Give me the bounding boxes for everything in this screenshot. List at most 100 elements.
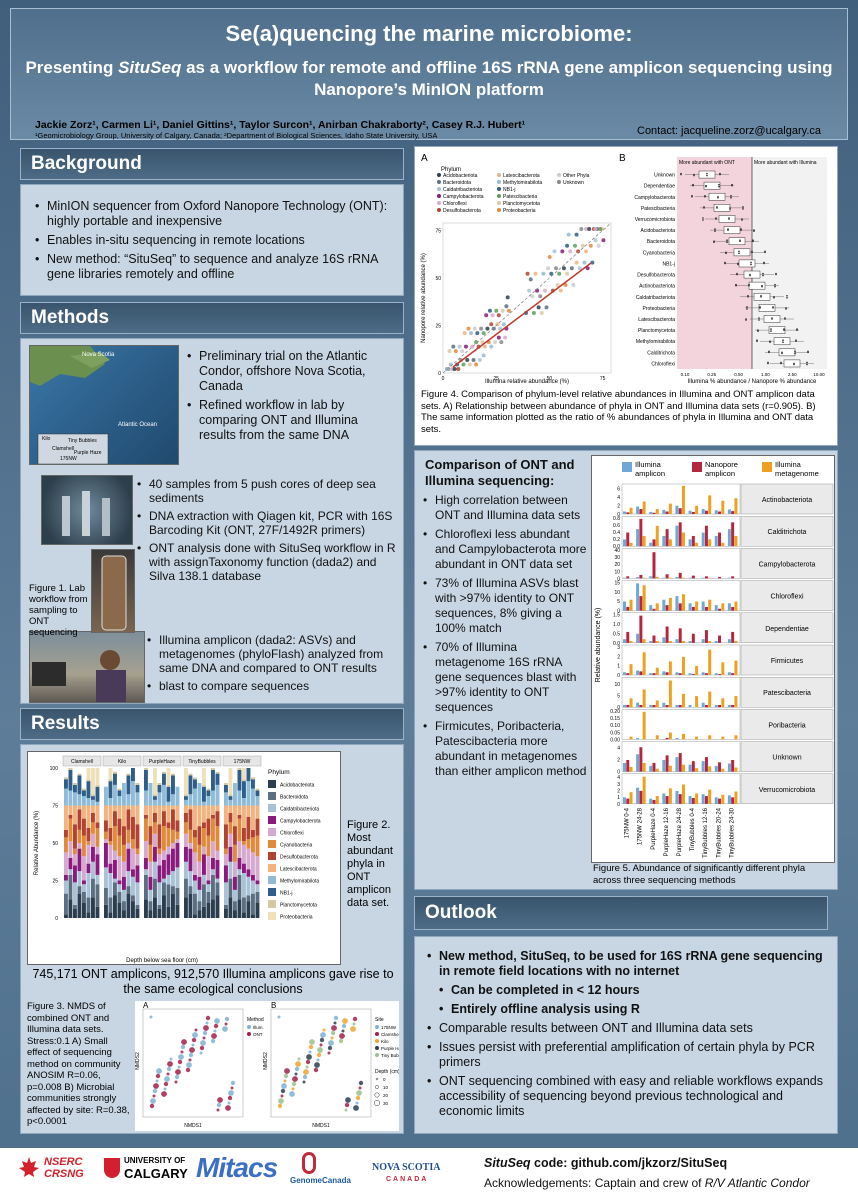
fig5-bar [668,539,672,547]
fig2-ylabel: Relative Abundance (%) [34,811,40,875]
fig2-bar-segment [246,816,251,840]
fig4b-point [736,273,738,276]
fig3-point [294,1072,298,1076]
fig2-bar-segment [202,874,206,885]
fig5-bar [691,575,695,579]
fig5-ytick: 4 [617,775,620,781]
fig2-bar-segment [135,824,140,849]
fig2-bar-segment [211,790,215,806]
fig2-bar-segment [215,784,220,806]
fig5-bar [662,760,666,772]
figure5-svg: IlluminaampliconNanoporeampliconIllumina… [595,460,834,858]
fig2-bar-segment [117,818,122,836]
fig3-point [210,1038,216,1044]
fig4b-point [770,328,772,330]
fig2-legend-swatch [268,852,276,860]
fig2-bar-segment [157,882,162,905]
fig4a-point [465,358,470,363]
fig2-bar-segment [77,809,82,830]
fig4b-point [757,330,759,332]
fig5-bar [678,673,682,675]
fig2-bar-segment [171,809,175,830]
fig2-bar-segment [237,768,242,770]
fig2-facet-strip [222,755,262,767]
fig5-bar [642,762,646,772]
comparison-heading: Comparison of ONT and Illumina sequencin… [425,457,575,488]
fig2-bar-segment [122,876,126,890]
outlook-item-text: Issues persist with preferential amplifi… [439,1040,815,1069]
fig2-bar-segment [228,878,233,898]
fig2-bar-segment [95,805,100,823]
fig2-bar-segment [171,893,175,918]
fig5-bar [642,711,646,740]
list-item: High correlation between ONT and Illumin… [423,493,589,523]
fig3-depth-title: Depth (cm) [375,1069,399,1075]
fig3-depth-label: 10 [383,1085,389,1090]
fig5-bar [623,577,626,579]
fig2-bar-segment [104,786,108,806]
fig5-bar [727,603,731,611]
contact-email[interactable]: Contact: jacqueline.zorz@ucalgary.ca [637,125,821,137]
list-item: MinION sequencer from Oxford Nanopore Te… [35,199,391,229]
fig4-legend-swatch [437,208,441,212]
fig5-bar [629,542,633,547]
fig5-bar [662,535,666,547]
fig5-bar [629,599,633,611]
fig2-facet-strip [182,755,222,767]
fig2-bar-segment [246,848,251,870]
fig3-legend-swatch [375,1032,379,1036]
fig4b-box [708,192,726,201]
fig2-bar-segment [86,781,91,798]
fig2-bar-segment [171,773,175,776]
fig2-bar-segment [242,863,246,873]
fig2-bar-segment [242,841,246,845]
fig4a-point [579,227,584,231]
fig3-depth-label: 30 [383,1101,389,1106]
figure3-svg: A NMDS1 NMDS2 Method Illum. ONT B NMDS1 NMDS2 Sit… [135,1001,399,1129]
list-item: 73% of Illumina ASVs blast with >97% ide… [423,576,589,636]
fig4a-point [474,362,479,367]
fig5-bar [734,640,738,643]
fig4a-point [596,243,601,248]
fig2-bar-segment [95,884,100,907]
fig2-bar-segment [77,871,82,887]
fig5-bar [642,689,646,708]
fig5-panel-frame [621,676,741,708]
fig2-bar-segment [162,895,166,918]
fig2-bar-segment [171,829,175,843]
fig2-bar-segment [202,805,206,823]
fig3-point [303,1069,309,1075]
fig3-point [186,1062,192,1068]
outlook-item: Comparable results between ONT and Illum… [427,1021,829,1036]
fig4b-row-label: Verrucomicrobiota [635,217,676,223]
fig2-site-label: Clamshell [71,759,93,765]
fig2-bar-segment [237,805,242,815]
fig2-bar-segment [184,769,188,795]
fig5-bar [721,542,725,547]
fig2-bar-segment [131,768,135,782]
fig4-legend-swatch [437,187,441,191]
fig2-bar-segment [193,914,197,918]
fig2-bar-segment [206,805,211,819]
fig2-bar-segment [193,837,197,853]
fig2-bar-segment [126,775,131,795]
fig5-ytick: 0.20 [610,709,620,715]
fig2-bar-segment [153,822,157,834]
fig2-bar-segment [117,835,122,857]
subtitle-em: SituSeq [118,58,182,77]
fig5-bar [695,696,699,708]
fig2-site-label: TinyBubbles [188,759,216,765]
fig3-point [180,1044,186,1050]
fig4b-point [761,285,763,288]
fig5-bar [718,674,722,675]
fig4a-point [496,335,501,340]
fig5-bar [718,577,722,579]
fig2-bar-segment [135,783,140,785]
fig4b-point [706,174,708,177]
code-link[interactable]: SituSeq code: github.com/jkzorz/SituSeq [484,1156,727,1170]
fig4b-row-label: Patescibacteria [641,206,675,212]
fig4b-header-right: More abundant with Illumina [754,160,817,166]
fig5-bar [655,768,659,772]
fig4a-point [531,311,536,315]
fig5-bar [708,789,712,804]
